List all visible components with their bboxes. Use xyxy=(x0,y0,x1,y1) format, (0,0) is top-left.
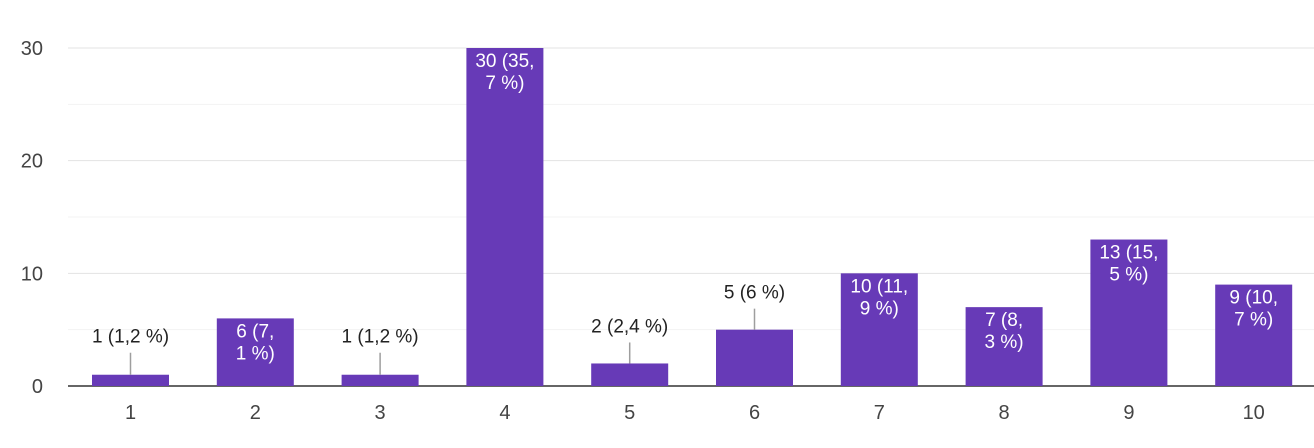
bar xyxy=(92,374,169,386)
x-tick-label: 9 xyxy=(1123,402,1134,424)
x-tick-label: 5 xyxy=(624,402,635,424)
data-label: 7 (8, 3 %) xyxy=(985,310,1024,353)
bar xyxy=(1090,239,1168,386)
bar xyxy=(840,273,918,386)
data-label: 2 (2,4 %) xyxy=(591,316,668,337)
bar xyxy=(341,374,419,386)
bar xyxy=(965,307,1043,386)
y-tick-label: 0 xyxy=(32,376,43,398)
data-label: 30 (35, 7 %) xyxy=(475,51,534,94)
y-axis-ticks: 0 10 20 30 xyxy=(21,38,43,398)
x-tick-label: 4 xyxy=(499,402,510,424)
data-label: 13 (15, 5 %) xyxy=(1099,243,1158,286)
bar xyxy=(216,318,294,386)
data-label: 1 (1,2 %) xyxy=(92,327,169,348)
bars xyxy=(92,48,1293,386)
x-tick-label: 8 xyxy=(999,402,1010,424)
y-tick-label: 30 xyxy=(21,38,43,60)
data-label: 10 (11, 9 %) xyxy=(850,276,908,319)
data-label: 9 (10, 7 %) xyxy=(1229,288,1278,331)
x-tick-label: 2 xyxy=(250,402,261,424)
y-tick-label: 10 xyxy=(21,263,43,285)
x-tick-label: 10 xyxy=(1243,402,1265,424)
x-tick-label: 1 xyxy=(125,402,136,424)
data-label: 5 (6 %) xyxy=(724,283,785,304)
bar xyxy=(716,329,793,386)
bar xyxy=(591,363,669,386)
bar xyxy=(1215,284,1293,386)
data-label: 1 (1,2 %) xyxy=(342,327,419,348)
x-tick-label: 3 xyxy=(375,402,386,424)
data-label: 6 (7, 1 %) xyxy=(236,321,275,364)
bar xyxy=(466,48,544,386)
y-tick-label: 20 xyxy=(21,151,43,173)
x-axis-ticks: 1 2 3 4 5 6 7 8 9 10 xyxy=(125,402,1265,424)
x-tick-label: 7 xyxy=(874,402,885,424)
x-tick-label: 6 xyxy=(749,402,760,424)
data-labels: 1 (1,2 %) 6 (7, 1 %) 1 (1,2 %) 30 (35, 7 %) 2 … xyxy=(92,51,1278,375)
